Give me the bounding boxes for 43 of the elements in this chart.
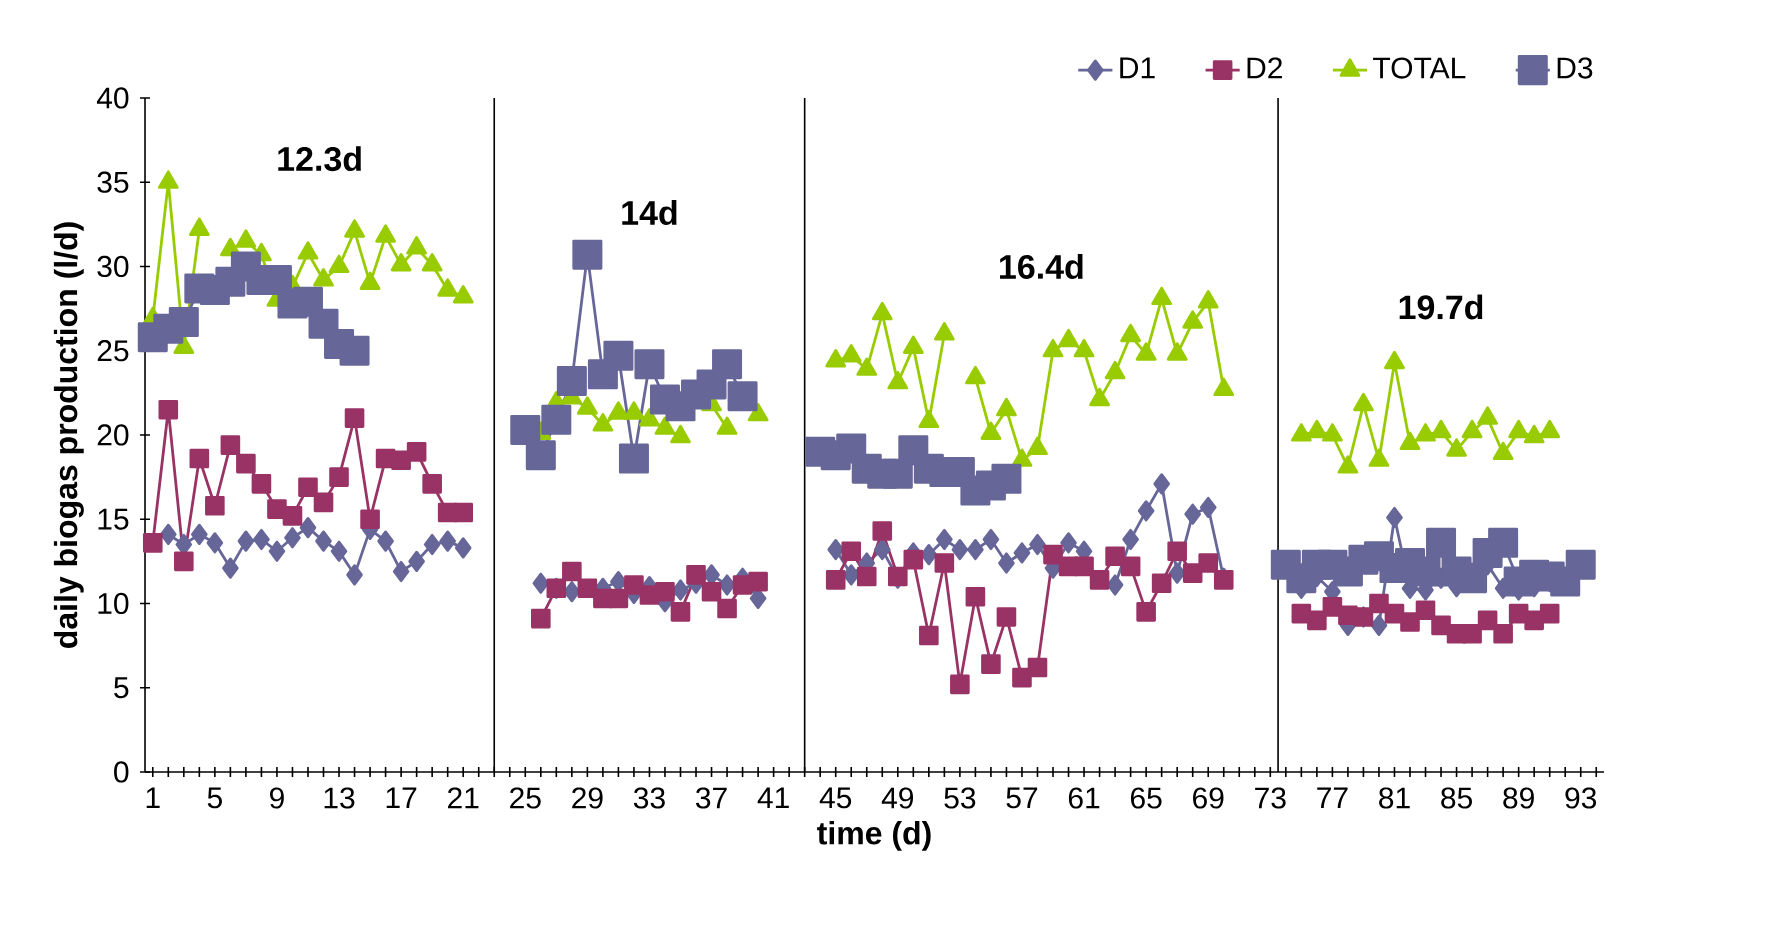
y-tick-label: 25 (97, 340, 129, 362)
annotation: 14d (622, 200, 677, 226)
x-tick-label: 25 (510, 787, 541, 809)
x-tick-label: 73 (1255, 787, 1286, 809)
legend-label: D3 (1557, 57, 1593, 79)
x-tick-label: 65 (1130, 787, 1162, 809)
x-tick-label: 81 (1379, 787, 1410, 809)
x-tick-label: 37 (695, 787, 727, 809)
x-tick-label: 61 (1068, 787, 1100, 809)
y-tick-label: 20 (97, 424, 129, 446)
y-tick-label: 15 (98, 508, 129, 530)
x-tick-label: 57 (1006, 787, 1038, 809)
x-tick-label: 85 (1441, 787, 1472, 809)
legend-label: D1 (1120, 57, 1155, 79)
legend-label: D2 (1247, 57, 1282, 79)
annotation: 19.7d (1399, 294, 1483, 320)
legend-label: TOTAL (1373, 57, 1466, 79)
x-axis-title: time (d) (817, 821, 931, 851)
x-tick-label: 53 (944, 787, 976, 809)
x-tick-label: 1 (146, 787, 160, 809)
y-axis-title: daily biogas production (l/d) (53, 222, 84, 648)
x-tick-label: 17 (386, 787, 417, 809)
x-tick-label: 21 (448, 787, 479, 809)
x-tick-label: 77 (1317, 787, 1348, 809)
x-tick-label: 49 (881, 787, 914, 809)
y-tick-label: 5 (114, 677, 129, 699)
x-tick-label: 41 (757, 787, 789, 809)
x-tick-label: 5 (207, 787, 222, 809)
y-tick-label: 30 (97, 255, 129, 278)
x-tick-label: 89 (1503, 787, 1534, 809)
x-tick-label: 13 (324, 787, 355, 809)
y-tick-label: 40 (96, 87, 129, 109)
x-tick-label: 29 (572, 787, 603, 809)
y-tick-label: 10 (98, 592, 129, 615)
y-tick-label: 0 (114, 761, 129, 783)
annotation: 16.4d (1000, 254, 1083, 279)
x-tick-label: 69 (1193, 787, 1224, 809)
x-tick-label: 9 (270, 787, 284, 809)
x-tick-label: 33 (633, 787, 665, 809)
y-tick-label: 35 (97, 171, 129, 193)
x-tick-label: 93 (1565, 787, 1597, 809)
x-tick-label: 45 (819, 787, 852, 809)
annotation: 12.3d (278, 146, 361, 172)
